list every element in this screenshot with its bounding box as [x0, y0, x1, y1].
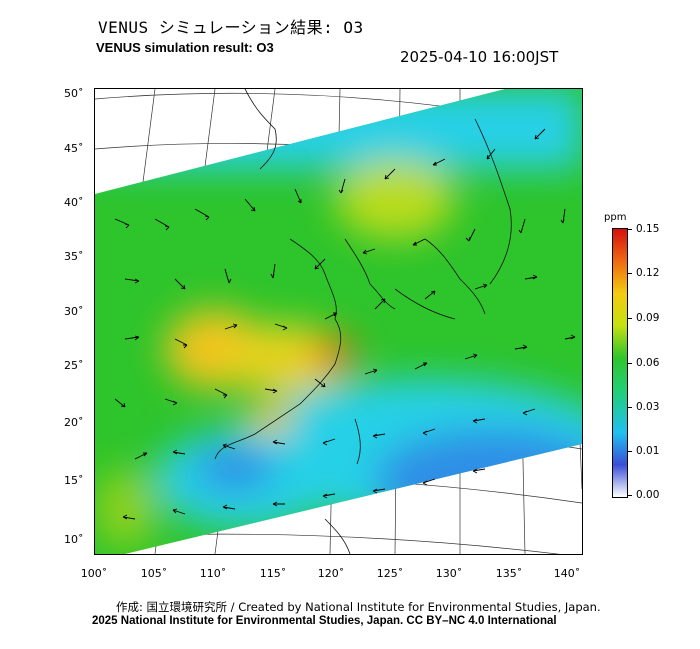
latitude-label: 15˚ — [64, 474, 84, 487]
wind-vectors — [114, 128, 576, 520]
ozone-map — [94, 88, 583, 555]
credit-line-license: 2025 National Institute for Environmenta… — [92, 615, 557, 627]
colorbar-tick-label: 0.01 — [636, 445, 660, 457]
colorbar-tickmark — [627, 451, 632, 452]
latitude-label: 30˚ — [64, 305, 84, 318]
colorbar-tickmark — [627, 363, 632, 364]
colorbar-tick-label: 0.12 — [636, 267, 660, 279]
map-title-english: VENUS simulation result: O3 — [96, 40, 274, 55]
colorbar-tickmark — [627, 318, 632, 319]
longitude-label: 130˚ — [435, 567, 463, 580]
colorbar-tick-label: 0.00 — [636, 489, 660, 501]
longitude-label: 110˚ — [199, 567, 227, 580]
forecast-timestamp: 2025-04-10 16:00JST — [400, 48, 559, 66]
colorbar-tickmark — [627, 407, 632, 408]
coastlines — [214, 89, 512, 554]
longitude-label: 120˚ — [317, 567, 345, 580]
colorbar-tick-label: 0.15 — [636, 223, 660, 235]
longitude-label: 140˚ — [553, 567, 581, 580]
colorbar-tickmark — [627, 229, 632, 230]
map-title-japanese: VENUS シミュレーション結果: O3 — [98, 18, 364, 37]
colorbar-unit: ppm — [604, 212, 627, 223]
latitude-label: 45˚ — [64, 142, 84, 155]
ozone-concentration-field — [95, 89, 582, 554]
colorbar-tick-label: 0.09 — [636, 312, 660, 324]
longitude-label: 105˚ — [140, 567, 168, 580]
latitude-label: 40˚ — [64, 196, 84, 209]
credit-line-creator: 作成: 国立環境研究所 / Created by National Instit… — [116, 600, 601, 614]
colorbar-tickmark — [627, 495, 632, 496]
longitude-label: 100˚ — [80, 567, 108, 580]
latitude-label: 20˚ — [64, 416, 84, 429]
colorbar-tick-label: 0.03 — [636, 401, 660, 413]
latitude-label: 35˚ — [64, 250, 84, 263]
latitude-label: 10˚ — [64, 533, 84, 546]
colorbar-tickmark — [627, 273, 632, 274]
latitude-label: 25˚ — [64, 359, 84, 372]
longitude-label: 115˚ — [259, 567, 287, 580]
longitude-label: 125˚ — [376, 567, 404, 580]
ozone-map-canvas — [95, 89, 582, 554]
colorbar-tick-label: 0.06 — [636, 357, 660, 369]
latitude-label: 50˚ — [64, 87, 84, 100]
colorbar — [612, 228, 628, 498]
longitude-label: 135˚ — [495, 567, 523, 580]
